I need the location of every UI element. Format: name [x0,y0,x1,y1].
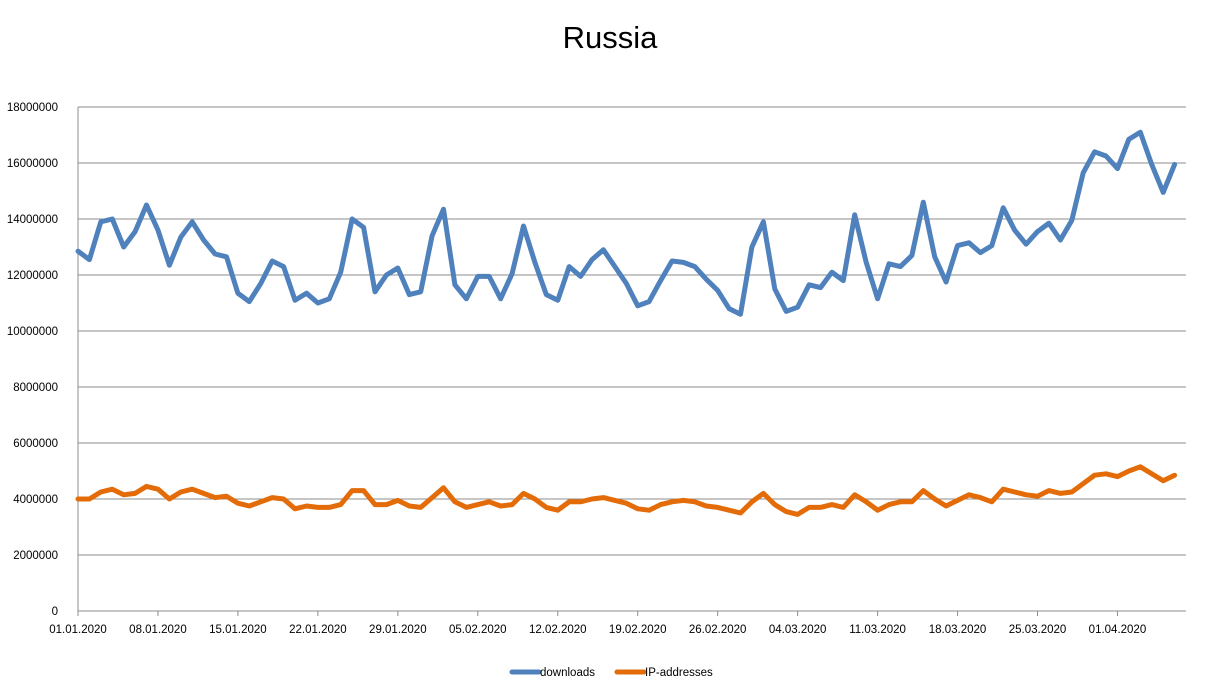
legend: downloads IP-addresses [509,667,713,679]
y-tick-label: 2000000 [13,550,58,562]
series-lines [75,129,1178,517]
y-tick-label: 12000000 [7,270,58,282]
x-axis-tick-labels: 01.01.2020 08.01.2020 15.01.2020 22.01.2020… [49,611,1146,636]
y-tick-label: 0 [52,606,58,618]
x-tick-label: 11.03.2020 [849,624,906,636]
legend-label: IP-addresses [645,667,713,679]
x-tick-label: 19.02.2020 [609,624,667,636]
x-tick-label: 05.02.2020 [449,624,507,636]
y-tick-label: 6000000 [13,438,58,450]
x-tick-label: 15.01.2020 [209,624,267,636]
y-tick-label: 4000000 [13,494,58,506]
y-axis-tick-labels: 0 2000000 4000000 6000000 8000000 10000000 120… [7,102,58,618]
y-tick-label: 14000000 [7,214,58,226]
x-tick-label: 01.01.2020 [49,624,107,636]
x-tick-label: 26.02.2020 [689,624,747,636]
x-tick-label: 18.03.2020 [929,624,987,636]
y-tick-label: 8000000 [13,382,58,394]
series-line-ip-addresses [75,464,1178,517]
y-tick-label: 10000000 [7,326,58,338]
chart-title: Russia [563,20,659,55]
x-tick-label: 25.03.2020 [1009,624,1067,636]
x-tick-label: 12.02.2020 [529,624,587,636]
x-tick-label: 29.01.2020 [369,624,427,636]
gridlines [77,106,1186,612]
x-tick-label: 04.03.2020 [769,624,827,636]
x-tick-label: 22.01.2020 [289,624,347,636]
y-tick-label: 16000000 [7,158,58,170]
legend-label: downloads [540,667,595,679]
series-line-downloads [75,129,1178,317]
x-tick-label: 01.04.2020 [1089,624,1147,636]
x-tick-label: 08.01.2020 [129,624,187,636]
y-tick-label: 18000000 [7,102,58,114]
